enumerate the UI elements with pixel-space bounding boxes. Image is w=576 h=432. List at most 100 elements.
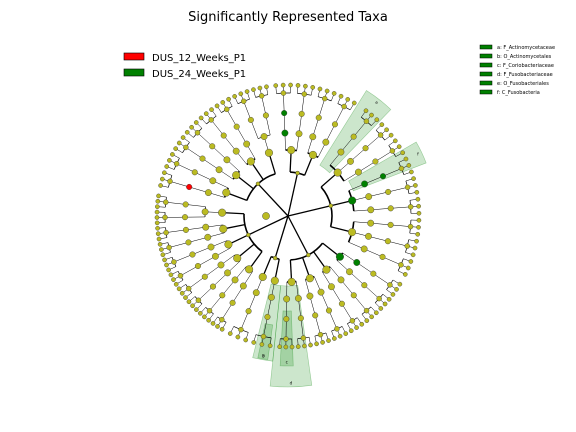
- branch-link: [166, 229, 186, 233]
- taxon-node-20: [406, 163, 412, 168]
- branch-link: [287, 205, 331, 217]
- taxon-node-148: [185, 285, 192, 292]
- clade-letter-e: e: [375, 100, 378, 105]
- taxon-node-219: [209, 107, 214, 112]
- taxon-node-85: [337, 333, 343, 339]
- taxon-node-99: [295, 344, 301, 349]
- taxon-node-123: [252, 289, 260, 297]
- taxon-node-156: [194, 263, 201, 270]
- taxon-node-54: [379, 253, 386, 260]
- taxon-node-13: [396, 144, 402, 149]
- branch-link: [197, 132, 213, 147]
- taxon-node-114: [260, 333, 267, 340]
- branch-link: [390, 206, 411, 209]
- branch-link: [221, 302, 233, 320]
- taxon-node-203: [222, 188, 231, 197]
- branch-link: [328, 310, 338, 329]
- taxon-node-190: [246, 232, 251, 238]
- taxon-node-221: [220, 132, 227, 139]
- taxon-node-35: [387, 205, 394, 212]
- taxon-node-192: [160, 176, 165, 182]
- taxon-node-29: [385, 188, 392, 195]
- taxon-node-220: [208, 117, 214, 123]
- taxon-node-200: [173, 161, 180, 167]
- taxon-node-237: [264, 84, 269, 90]
- taxon-node-41: [407, 223, 414, 230]
- taxon-node-36: [367, 206, 375, 214]
- taxon-node-84: [343, 331, 349, 336]
- class-legend-label-1: DUS_24_Weeks_P1: [152, 69, 246, 80]
- taxon-node-242: [255, 181, 261, 187]
- taxon-node-6: [379, 122, 385, 127]
- taxon-node-167: [157, 242, 163, 247]
- taxon-node-198: [167, 158, 172, 163]
- taxon-node-75: [350, 292, 357, 299]
- taxon-node-48: [384, 238, 391, 245]
- taxon-node-134: [198, 311, 203, 316]
- taxon-node-147: [176, 286, 182, 292]
- taxon-node-98: [302, 343, 307, 349]
- taxon-node-264: [351, 100, 357, 106]
- taxon-node-129: [219, 316, 225, 323]
- branch-link: [169, 242, 189, 248]
- clade-shade-b: [252, 283, 282, 362]
- taxon-node-81: [338, 300, 345, 307]
- branch-link: [198, 286, 214, 301]
- taxon-node-113: [251, 340, 257, 345]
- taxon-node-262: [338, 93, 344, 99]
- taxon-node-66: [378, 306, 384, 311]
- chart-title: Significantly Represented Taxa: [188, 10, 388, 25]
- taxon-node-178: [154, 220, 160, 226]
- taxon-node-157: [212, 252, 219, 260]
- taxon-node-122: [245, 308, 252, 315]
- taxon-node-162: [189, 251, 196, 258]
- taxon-node-23: [380, 173, 387, 180]
- taxon-node-121: [238, 326, 244, 333]
- taxon-node-124: [258, 272, 267, 281]
- taxon-node-215: [223, 156, 231, 164]
- taxon-node-21: [409, 169, 414, 175]
- taxon-node-228: [243, 140, 251, 148]
- taxon-node-128: [210, 321, 216, 326]
- taxon-node-105: [277, 344, 282, 350]
- taxon-node-137: [231, 276, 239, 284]
- taxon-node-216: [232, 171, 241, 180]
- taxon-node-257: [324, 88, 330, 94]
- taxon-node-126: [219, 326, 225, 332]
- branch-link: [388, 187, 408, 193]
- taxon-node-15: [389, 148, 396, 154]
- taxon-node-209: [215, 166, 223, 174]
- taxon-node-116: [268, 293, 275, 301]
- taxon-node-248: [281, 129, 289, 137]
- taxon-node-70: [335, 252, 344, 261]
- taxon-node-119: [235, 334, 241, 340]
- taxon-node-175: [182, 226, 189, 233]
- taxon-node-173: [155, 225, 160, 231]
- taxon-node-45: [412, 245, 418, 251]
- taxon-node-227: [233, 123, 240, 130]
- branch-link: [382, 168, 402, 177]
- branch-link: [209, 295, 223, 311]
- branch-link: [390, 224, 411, 227]
- taxon-node-236: [257, 85, 263, 91]
- taxon-node-189: [218, 208, 227, 217]
- taxon-node-138: [245, 265, 254, 274]
- taxon-node-104: [283, 344, 289, 350]
- taxon-node-102: [294, 294, 302, 302]
- taxon-node-212: [193, 120, 199, 125]
- taxon-node-268: [308, 150, 317, 159]
- taxon-node-153: [171, 277, 176, 282]
- taxon-node-65: [382, 301, 388, 307]
- taxon-node-44: [414, 238, 419, 244]
- taxon-node-247: [281, 110, 288, 117]
- branch-link: [300, 318, 304, 339]
- taxon-node-164: [224, 240, 233, 249]
- taxon-node-140: [190, 303, 195, 309]
- branch-link: [173, 254, 193, 263]
- taxon-node-89: [317, 288, 325, 296]
- taxon-node-152: [173, 281, 179, 287]
- class-legend: DUS_12_Weeks_P1 DUS_24_Weeks_P1: [123, 52, 246, 80]
- clade-legend-swatch-0: [479, 44, 493, 50]
- taxon-node-155: [177, 273, 184, 279]
- clade-letter-b: b: [262, 353, 265, 358]
